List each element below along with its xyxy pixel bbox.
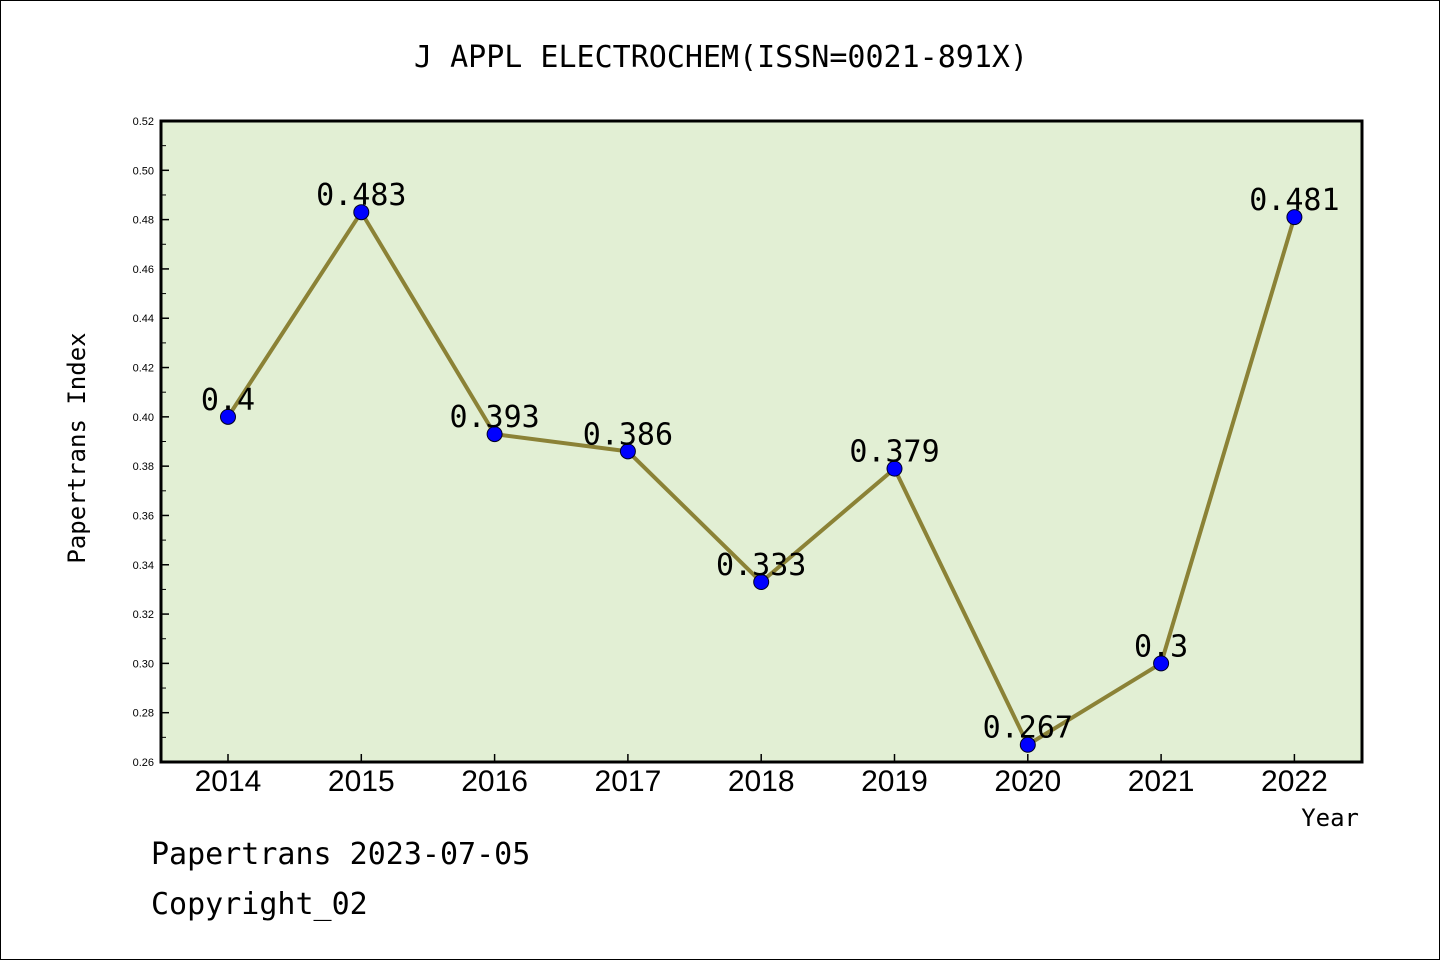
data-point <box>486 426 503 443</box>
y-tick-label: 0.40 <box>133 412 154 424</box>
y-tick-label: 0.42 <box>133 363 154 375</box>
data-markers <box>220 204 1303 753</box>
x-axis-label: Year <box>1301 804 1359 832</box>
data-label: 0.481 <box>1249 183 1339 218</box>
x-tick-label: 2015 <box>328 765 395 798</box>
plot-area <box>159 119 1364 764</box>
y-axis: 0.26 0.28 0.30 0.32 0.34 0.36 0.38 0.40 0.42 0.44… <box>133 116 169 769</box>
data-point <box>753 574 770 591</box>
y-tick-label: 0.46 <box>133 264 154 276</box>
x-tick-label: 2016 <box>461 765 528 798</box>
data-point <box>353 204 370 221</box>
footer-copyright: Copyright_02 <box>151 887 368 922</box>
y-tick-label: 0.26 <box>133 757 154 769</box>
data-point <box>1286 209 1303 226</box>
y-tick-label: 0.34 <box>133 560 154 572</box>
y-tick-label: 0.28 <box>133 708 154 720</box>
y-axis-label: Papertrans Index <box>63 332 91 563</box>
data-label: 0.3 <box>1134 629 1188 664</box>
data-label: 0.483 <box>316 178 406 213</box>
data-point <box>886 460 903 477</box>
y-tick-label: 0.30 <box>133 658 154 670</box>
x-tick-label: 2021 <box>1128 765 1195 798</box>
data-point <box>1153 655 1170 672</box>
data-label: 0.386 <box>583 417 673 452</box>
footer-date: Papertrans 2023-07-05 <box>151 837 531 872</box>
chart-title: J APPL ELECTROCHEM(ISSN=0021-891X) <box>414 40 1028 75</box>
data-label: 0.267 <box>983 711 1073 746</box>
data-point <box>1019 736 1036 753</box>
y-tick-label: 0.36 <box>133 510 154 522</box>
x-tick-label: 2019 <box>861 765 928 798</box>
x-axis: 2014 2015 2016 2017 2018 2019 2020 2021 2022 <box>195 754 1328 798</box>
y-tick-label: 0.52 <box>133 116 154 128</box>
data-label: 0.393 <box>449 400 539 435</box>
x-tick-label: 2018 <box>728 765 795 798</box>
data-point <box>619 443 636 460</box>
x-tick-label: 2014 <box>195 765 262 798</box>
y-tick-label: 0.32 <box>133 609 154 621</box>
data-label: 0.4 <box>201 383 255 418</box>
y-tick-label: 0.48 <box>133 215 154 227</box>
x-tick-label: 2017 <box>595 765 662 798</box>
x-tick-label: 2020 <box>994 765 1061 798</box>
x-tick-label: 2022 <box>1261 765 1328 798</box>
data-label: 0.379 <box>849 435 939 470</box>
y-tick-label: 0.44 <box>133 313 154 325</box>
y-tick-label: 0.38 <box>133 461 154 473</box>
data-label: 0.333 <box>716 548 806 583</box>
data-point <box>220 408 236 425</box>
y-tick-label: 0.50 <box>133 165 154 177</box>
data-labels: 0.4 0.483 0.393 0.386 0.333 0.379 0.267 0.3 0.48… <box>201 178 1340 746</box>
